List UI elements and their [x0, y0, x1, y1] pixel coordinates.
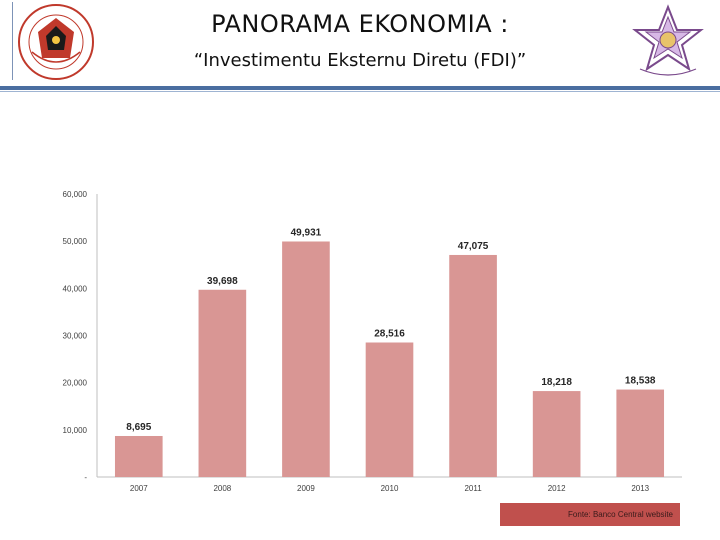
bar-2010 — [365, 342, 414, 477]
header-rule-thin — [0, 91, 720, 92]
bar-2013 — [616, 389, 665, 477]
bar-2007 — [114, 435, 163, 477]
header-divider — [12, 2, 13, 80]
government-seal-icon — [18, 4, 94, 80]
bar-value-label: 39,698 — [207, 276, 238, 287]
bar-2009 — [282, 241, 330, 477]
y-tick-label: 30,000 — [63, 332, 88, 341]
page-subtitle: “Investimentu Eksternu Diretu (FDI)” — [193, 50, 527, 71]
bar-value-label: 8,695 — [126, 422, 151, 433]
header-rule — [0, 86, 720, 90]
page-title: PANORAMA EKONOMIA : — [211, 10, 509, 38]
star-emblem-icon — [632, 4, 704, 76]
slide-header: PANORAMA EKONOMIA : “Investimentu Ekster… — [0, 0, 720, 92]
bar-value-label: 28,516 — [374, 328, 405, 339]
y-tick-label: 40,000 — [63, 284, 88, 293]
y-tick-label: - — [84, 473, 87, 482]
bar-2012 — [532, 391, 581, 477]
bar-2008 — [198, 289, 247, 477]
bar-value-label: 49,931 — [291, 227, 322, 238]
bar-2011 — [449, 254, 497, 477]
bar-value-label: 18,218 — [541, 377, 572, 388]
x-tick-label: 2011 — [464, 484, 482, 493]
x-tick-label: 2008 — [213, 484, 231, 493]
bar-value-label: 47,075 — [458, 241, 489, 252]
x-tick-label: 2009 — [297, 484, 315, 493]
bar-value-label: 18,538 — [625, 376, 656, 387]
x-tick-label: 2012 — [548, 484, 566, 493]
fdi-bar-chart: - 10,000 20,000 30,000 40,000 50,000 60,000 8,… — [63, 190, 682, 493]
y-tick-label: 10,000 — [63, 426, 88, 435]
x-tick-label: 2013 — [631, 484, 649, 493]
y-tick-label: 60,000 — [63, 190, 88, 199]
source-note: Fonte: Banco Central website — [500, 503, 680, 526]
y-tick-label: 20,000 — [63, 379, 88, 388]
y-tick-label: 50,000 — [63, 237, 88, 246]
x-tick-label: 2007 — [130, 484, 148, 493]
x-tick-label: 2010 — [381, 484, 399, 493]
